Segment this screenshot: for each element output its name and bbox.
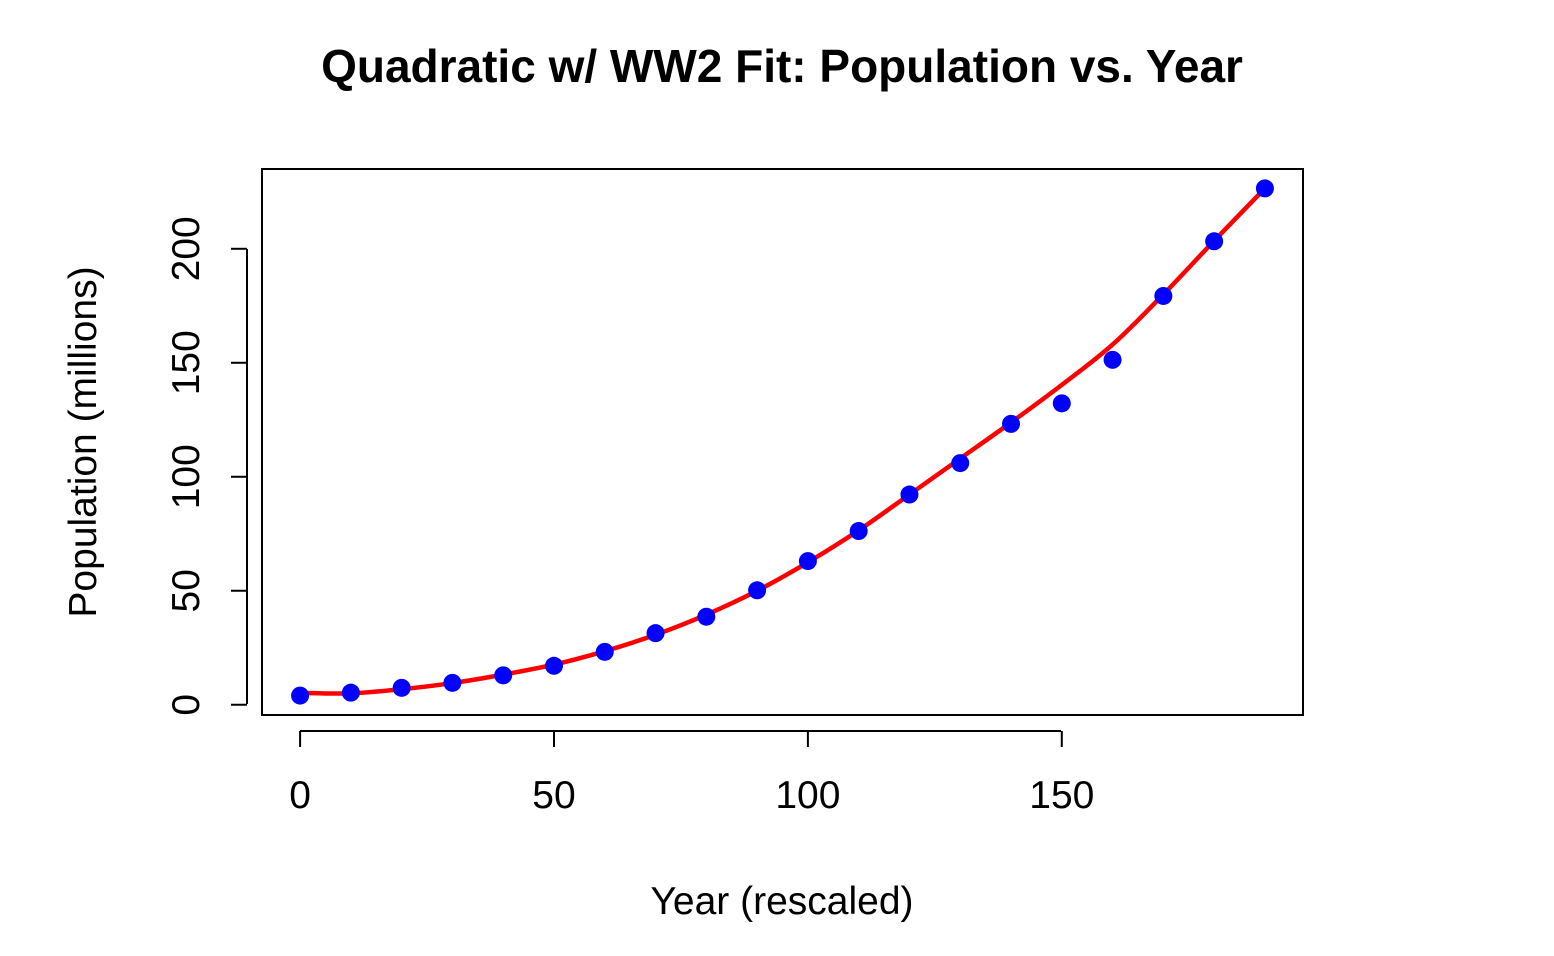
y-tick-label: 50 <box>165 569 208 612</box>
data-point <box>1154 286 1173 305</box>
x-axis: 0 50 100 150 <box>289 730 1094 817</box>
plot-series <box>291 179 1274 705</box>
data-point <box>1103 350 1122 369</box>
data-point <box>1002 414 1021 433</box>
x-tick-label: 150 <box>1029 774 1094 817</box>
data-point <box>646 624 665 643</box>
y-tick-label: 150 <box>165 330 208 395</box>
x-ticks: 0 50 100 150 <box>289 731 1094 817</box>
data-point <box>341 683 360 702</box>
data-point <box>1205 232 1224 251</box>
data-point <box>1052 394 1071 413</box>
y-axis-label: Population (millions) <box>62 266 105 617</box>
y-ticks: 0 50 100 150 200 <box>165 216 247 716</box>
y-tick-label: 100 <box>165 444 208 509</box>
y-axis: 0 50 100 150 200 <box>165 216 248 716</box>
y-tick-label: 200 <box>165 216 208 281</box>
data-point <box>595 642 614 661</box>
chart-title: Quadratic w/ WW2 Fit: Population vs. Yea… <box>321 40 1243 92</box>
data-point <box>697 607 716 626</box>
x-axis-label: Year (rescaled) <box>650 880 913 923</box>
data-point <box>544 656 563 675</box>
data-point <box>900 485 919 504</box>
data-point <box>849 522 868 541</box>
data-point <box>494 666 513 685</box>
data-point <box>1255 179 1274 198</box>
y-tick-label: 0 <box>165 694 208 716</box>
x-tick-label: 50 <box>532 774 575 817</box>
data-point <box>392 678 411 697</box>
x-tick-label: 0 <box>289 774 311 817</box>
plot-frame <box>261 168 1304 716</box>
data-point <box>748 581 767 600</box>
data-point <box>291 686 310 705</box>
data-point <box>443 673 462 692</box>
x-tick-label: 100 <box>775 774 840 817</box>
data-point <box>951 454 970 473</box>
fit-curve <box>297 186 1268 696</box>
data-point <box>798 552 817 571</box>
